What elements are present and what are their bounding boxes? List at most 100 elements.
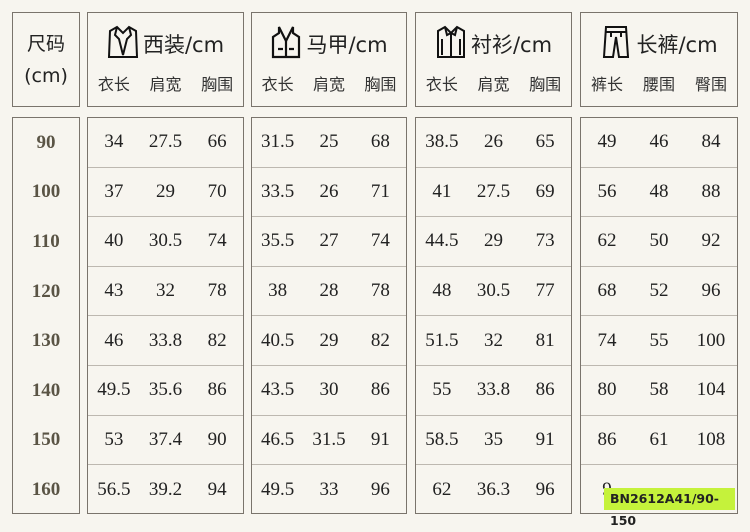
table-row: 51.5 32 81	[416, 316, 571, 366]
table-row: 56.5 39.2 94	[88, 465, 243, 515]
cell-value: 88	[701, 180, 721, 202]
group-header: 西装/cm 衣长 肩宽 胸围	[87, 12, 244, 107]
cell-value: 58	[649, 379, 669, 401]
cell-value: 104	[696, 379, 726, 401]
group-header: 衬衫/cm 衣长 肩宽 胸围	[415, 12, 572, 107]
cell-value: 49	[597, 131, 617, 153]
cell-value: 48	[649, 180, 669, 202]
cell-value: 68	[370, 131, 390, 153]
cell-value: 53	[104, 428, 124, 450]
cell-value: 55	[649, 329, 669, 351]
cell-value: 32	[483, 329, 503, 351]
cell-value: 26	[483, 131, 503, 153]
cell-value: 35.5	[261, 230, 295, 252]
size-row: 130	[13, 316, 79, 366]
cell-value: 30.5	[148, 230, 183, 252]
group-body: 49 46 84 56 48 88 62 50 92 68 52 96 74 55 100 80 58 104 86…	[580, 117, 738, 514]
cell-value: 92	[701, 230, 721, 252]
cell-value: 44.5	[425, 230, 459, 252]
cell-value: 51.5	[425, 329, 459, 351]
table-row: 62 36.3 96	[416, 465, 571, 515]
size-value: 150	[31, 429, 61, 451]
cell-value: 96	[701, 280, 721, 302]
group-body: 38.5 26 65 41 27.5 69 44.5 29 73 48 30.5 77 51.5 32 81…	[415, 117, 572, 514]
cell-value: 62	[597, 230, 617, 252]
cell-value: 50	[649, 230, 669, 252]
cell-value: 40.5	[261, 329, 295, 351]
cell-value: 90	[207, 428, 227, 450]
cell-value: 32	[155, 280, 175, 302]
table-row: 48 30.5 77	[416, 267, 571, 317]
cell-value: 78	[207, 280, 227, 302]
shirt-icon	[435, 25, 471, 64]
cell-value: 96	[535, 478, 555, 500]
cell-value: 43	[104, 280, 124, 302]
cell-value: 61	[649, 428, 669, 450]
column-header: 肩宽	[149, 75, 182, 94]
column-header: 衣长	[425, 75, 458, 94]
size-row: 100	[13, 168, 79, 218]
cell-value: 91	[535, 428, 555, 450]
cell-value: 74	[207, 230, 227, 252]
group-body: 34 27.5 66 37 29 70 40 30.5 74 43 32 78 46 33.8 82 49.5…	[87, 117, 244, 514]
table-row: 46 33.8 82	[88, 316, 243, 366]
table-row: 40 30.5 74	[88, 217, 243, 267]
cell-value: 82	[207, 329, 227, 351]
cell-value: 46	[104, 329, 124, 351]
cell-value: 36.3	[476, 478, 511, 500]
size-header-label: 尺码	[26, 33, 65, 55]
cell-value: 31.5	[312, 428, 346, 450]
cell-value: 30	[319, 379, 339, 401]
size-value: 130	[31, 330, 61, 352]
cell-value: 68	[597, 280, 617, 302]
table-row: 86 61 108	[581, 416, 737, 466]
table-row: 35.5 27 74	[252, 217, 406, 267]
table-row: 46.5 31.5 91	[252, 416, 406, 466]
table-row: 74 55 100	[581, 316, 737, 366]
group-title: 长裤/cm	[636, 33, 718, 57]
column-header: 腰围	[642, 75, 675, 94]
cell-value: 58.5	[425, 428, 459, 450]
cell-value: 33.5	[261, 180, 295, 202]
cell-value: 94	[207, 478, 227, 500]
table-row: 58.5 35 91	[416, 416, 571, 466]
cell-value: 34	[104, 131, 124, 153]
column-header: 胸围	[364, 75, 397, 94]
cell-value: 33	[319, 478, 339, 500]
size-value: 100	[31, 181, 61, 203]
cell-value: 41	[432, 180, 452, 202]
table-row: 68 52 96	[581, 267, 737, 317]
cell-value: 65	[535, 131, 555, 153]
size-header: 尺码 (cm)	[12, 12, 80, 107]
cell-value: 56.5	[97, 478, 131, 500]
cell-value: 49.5	[261, 478, 295, 500]
cell-value: 27.5	[148, 131, 183, 153]
size-row: 140	[13, 366, 79, 416]
cell-value: 86	[597, 428, 617, 450]
table-row: 80 58 104	[581, 366, 737, 416]
size-row: 120	[13, 267, 79, 317]
table-row: 62 50 92	[581, 217, 737, 267]
size-row: 90	[13, 118, 79, 168]
cell-value: 39.2	[148, 478, 183, 500]
vest-icon	[270, 25, 306, 64]
cell-value: 27	[319, 230, 339, 252]
cell-value: 108	[696, 428, 726, 450]
size-value: 120	[31, 280, 61, 302]
cell-value: 74	[597, 329, 617, 351]
size-row: 160	[13, 465, 79, 515]
size-value: 140	[31, 379, 61, 401]
table-row: 33.5 26 71	[252, 168, 406, 218]
cell-value: 29	[483, 230, 503, 252]
cell-value: 46	[649, 131, 669, 153]
cell-value: 31.5	[261, 131, 295, 153]
cell-value: 35.6	[148, 379, 183, 401]
cell-value: 86	[535, 379, 555, 401]
cell-value: 78	[370, 280, 390, 302]
cell-value: 30.5	[476, 280, 511, 302]
table-row: 37 29 70	[88, 168, 243, 218]
cell-value: 37	[104, 180, 124, 202]
column-header: 胸围	[201, 75, 234, 94]
column-header: 臀围	[694, 75, 727, 94]
cell-value: 96	[370, 478, 390, 500]
